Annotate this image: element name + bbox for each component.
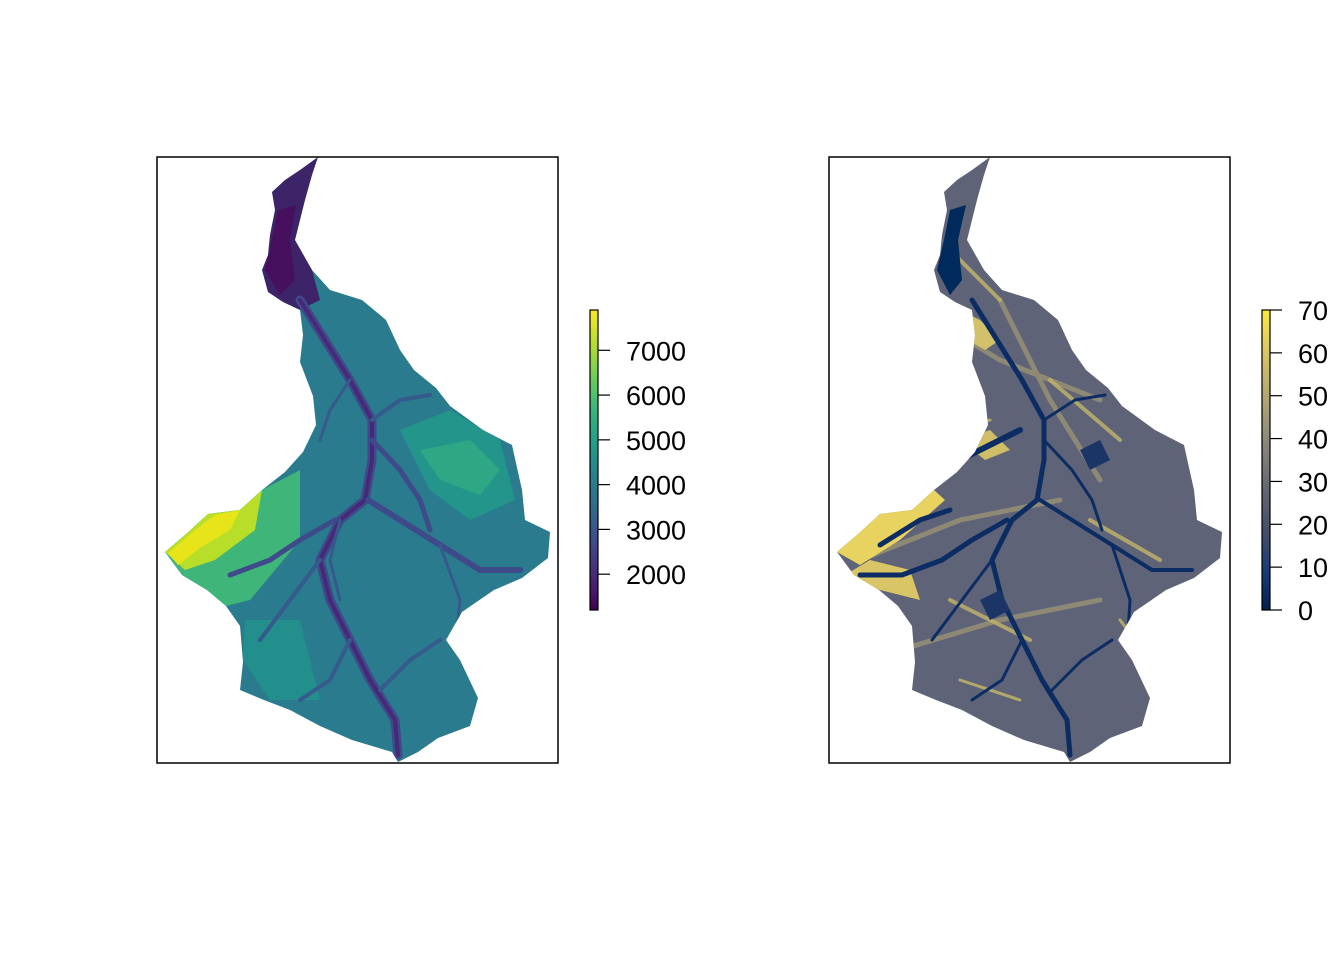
slope-legend-tick-label: 70 <box>1298 296 1328 326</box>
slope-legend-tick-label: 30 <box>1298 467 1328 497</box>
slope-legend-tick-label: 0 <box>1298 596 1313 626</box>
slope-raster <box>837 157 1222 762</box>
elevation-map-frame <box>156 156 559 764</box>
elevation-legend-ticks: 2000 3000 4000 5000 6000 7000 <box>598 336 686 590</box>
slope-legend-tick-label: 20 <box>1298 510 1328 540</box>
elevation-legend-tick-label: 5000 <box>626 426 686 456</box>
elevation-legend-tick-label: 2000 <box>626 560 686 590</box>
slope-legend: 0 10 20 30 40 50 60 70 <box>1261 296 1328 626</box>
slope-map-frame <box>828 156 1231 764</box>
slope-legend-tick-label: 50 <box>1298 382 1328 412</box>
elevation-map-panel: 2000 3000 4000 5000 6000 7000 <box>156 156 686 764</box>
slope-colorbar <box>1261 309 1271 611</box>
slope-legend-tick-label: 10 <box>1298 553 1328 583</box>
slope-map-panel: 0 10 20 30 40 50 60 70 <box>828 156 1328 764</box>
slope-legend-ticks: 0 10 20 30 40 50 60 70 <box>1270 296 1328 626</box>
elevation-legend-tick-label: 7000 <box>626 336 686 366</box>
slope-legend-tick-label: 60 <box>1298 339 1328 369</box>
elevation-legend: 2000 3000 4000 5000 6000 7000 <box>589 309 686 611</box>
elevation-legend-tick-label: 3000 <box>626 515 686 545</box>
slope-legend-tick-label: 40 <box>1298 425 1328 455</box>
elevation-colorbar <box>589 309 599 611</box>
elevation-legend-tick-label: 6000 <box>626 381 686 411</box>
elevation-raster <box>165 157 550 762</box>
elevation-legend-tick-label: 4000 <box>626 471 686 501</box>
